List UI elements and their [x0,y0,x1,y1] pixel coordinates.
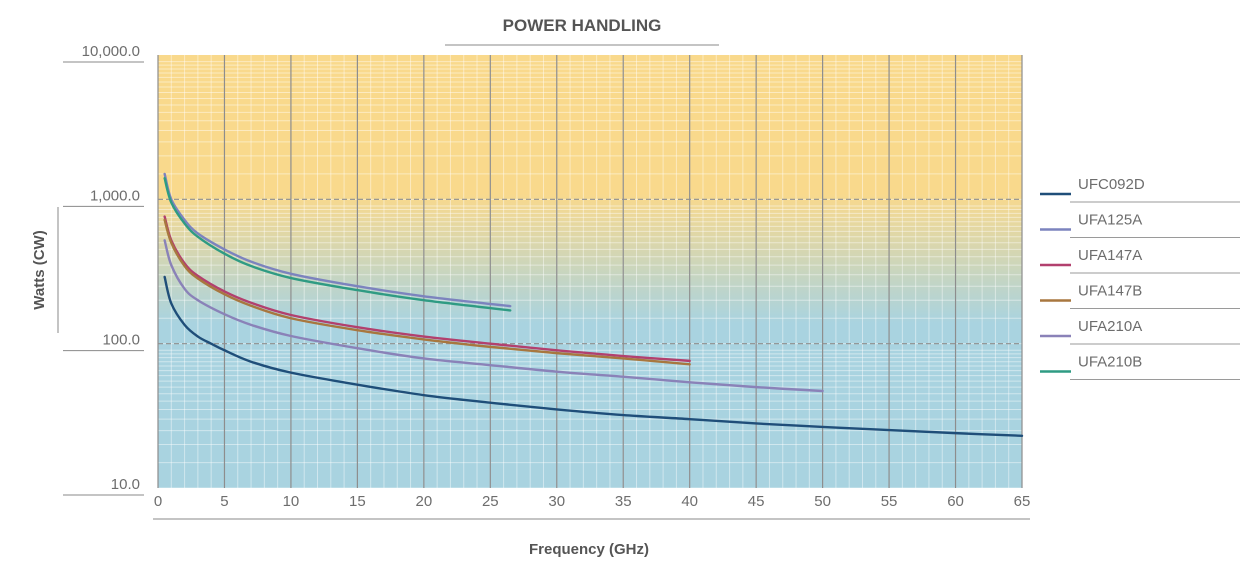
y-tick-label: 10,000.0 [82,43,140,60]
x-tick-label: 10 [283,493,300,510]
x-tick-label: 20 [416,493,433,510]
x-tick-label: 0 [154,493,162,510]
legend-label-ufa147a: UFA147A [1078,247,1142,264]
x-tick-label: 25 [482,493,499,510]
series-line-ufc092d [163,275,1024,437]
legend-label-ufa210a: UFA210A [1078,318,1142,335]
legend-label-ufc092d: UFC092D [1078,176,1145,193]
series-line-ufa210a [163,239,824,393]
y-tick-label: 100.0 [102,332,140,349]
x-tick-label: 15 [349,493,366,510]
major-grid [157,55,1023,488]
y-axis-label: Watts (CW) [31,230,48,309]
chart-title: POWER HANDLING [503,16,662,35]
x-tick-label: 35 [615,493,632,510]
x-axis: 0 5 10 15 20 25 30 35 40 45 50 55 60 65 [154,493,1031,510]
series-line-ufa147b [163,218,691,366]
x-tick-label: 65 [1014,493,1031,510]
legend-label-ufa125a: UFA125A [1078,212,1142,229]
x-tick-label: 30 [548,493,565,510]
x-tick-label: 55 [881,493,898,510]
x-axis-label: Frequency (GHz) [529,541,649,558]
legend-label-ufa210b: UFA210B [1078,354,1142,371]
x-tick-label: 5 [220,493,228,510]
y-tick-label: 10.0 [111,476,140,493]
legend-label-ufa147b: UFA147B [1078,283,1142,300]
x-tick-label: 50 [814,493,831,510]
plot-area [158,55,1022,488]
x-tick-label: 45 [748,493,765,510]
series-line-ufa125a [163,172,512,308]
series-layer [163,172,1024,437]
y-axis: 10.0 100.0 1,000.0 10,000.0 [63,43,144,496]
y-tick-label: 1,000.0 [90,187,140,204]
x-tick-label: 40 [681,493,698,510]
x-tick-label: 60 [947,493,964,510]
series-line-ufa147a [163,215,691,363]
legend: UFC092D UFA125A UFA147A UFA147B UFA210A UFA21… [1040,176,1240,380]
series-line-ufa210b [163,177,512,312]
